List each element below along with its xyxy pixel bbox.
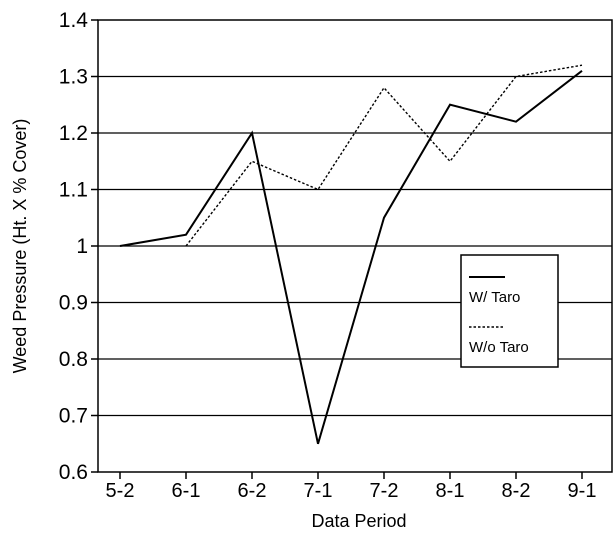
x-tick-label: 7-1 (304, 480, 333, 502)
legend: W/ Taro W/o Taro (460, 254, 559, 368)
x-tick-label: 8-1 (436, 480, 465, 502)
y-tick-label: 1.2 (59, 122, 88, 145)
y-axis-label: Weed Pressure (Ht. X % Cover) (10, 119, 30, 374)
x-tick-label: 7-2 (370, 480, 399, 502)
x-tick-label: 8-2 (502, 480, 531, 502)
x-tick-label: 6-2 (238, 480, 267, 502)
y-tick-label: 0.7 (59, 405, 88, 428)
y-tick-label: 1.3 (59, 66, 88, 89)
y-tick-label: 0.8 (59, 348, 88, 371)
legend-label: W/ Taro (469, 289, 520, 306)
grid-lines (98, 75, 612, 417)
y-tick-label: 1.4 (59, 9, 89, 32)
x-tick-label: 9-1 (568, 480, 597, 502)
y-tick-label: 0.6 (59, 461, 88, 484)
series-line-1 (119, 70, 583, 445)
y-tick-label: 1.1 (59, 179, 88, 202)
y-tick-label: 1 (76, 235, 88, 258)
legend-box (460, 254, 559, 368)
x-axis-label: Data Period (311, 511, 406, 531)
y-axis-ticks: 0.6 0.7 0.8 0.9 1 1.1 1.2 1.3 1.4 (59, 9, 98, 484)
x-tick-label: 5-2 (106, 480, 135, 502)
x-axis-ticks: 5-2 6-1 6-2 7-1 7-2 8-1 8-2 9-1 (106, 472, 597, 502)
series-lines (119, 64, 583, 445)
x-tick-label: 6-1 (172, 480, 201, 502)
y-tick-label: 0.9 (59, 292, 88, 315)
legend-label: W/o Taro (469, 339, 529, 356)
